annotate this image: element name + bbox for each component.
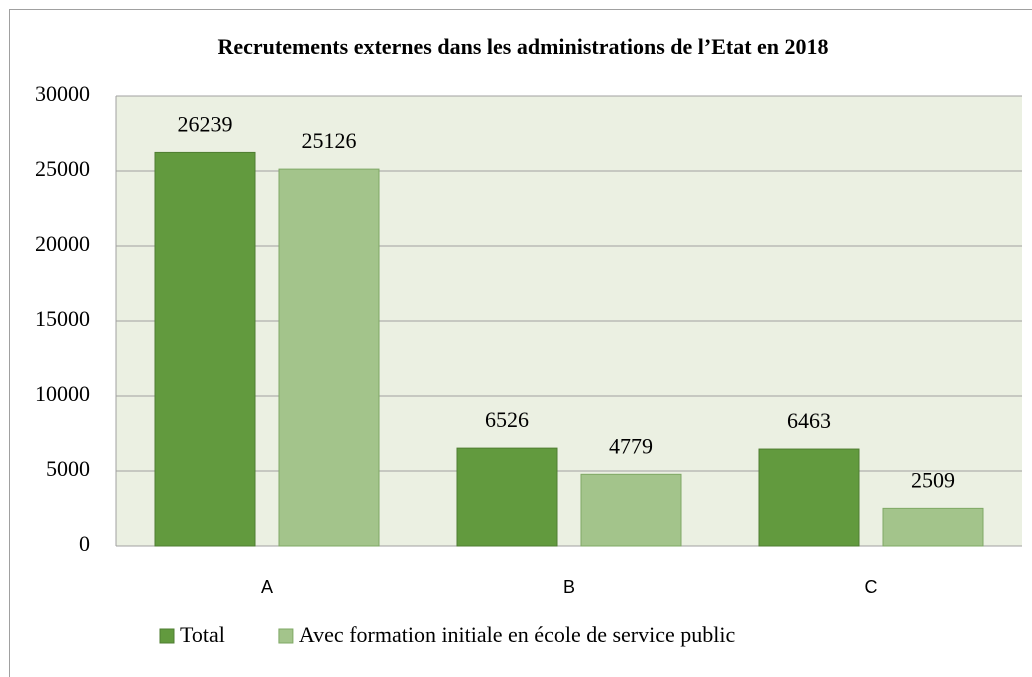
data-label: 25126 [302,128,357,153]
data-label: 6526 [485,407,529,432]
legend-label: Avec formation initiale en école de serv… [299,622,736,647]
data-label: 2509 [911,467,955,492]
legend-swatch [159,628,175,644]
data-label: 4779 [609,433,653,458]
y-tick-label: 30000 [35,81,90,106]
y-tick-label: 5000 [46,456,90,481]
bar [882,507,984,547]
y-tick-label: 0 [79,531,90,556]
x-tick-label: C [865,577,878,597]
data-label: 6463 [787,408,831,433]
x-tick-label: A [261,577,273,597]
legend-swatch [278,628,294,644]
data-label: 26239 [178,111,233,136]
chart-title: Recrutements externes dans les administr… [217,34,828,59]
bar [758,448,860,547]
x-tick-label: B [563,577,575,597]
bar [580,473,682,547]
bar [456,447,558,547]
y-tick-label: 15000 [35,306,90,331]
y-tick-label: 25000 [35,156,90,181]
y-tick-label: 10000 [35,381,90,406]
y-tick-label: 20000 [35,231,90,256]
legend-label: Total [180,622,225,647]
bar [154,151,256,547]
bar [278,168,380,547]
